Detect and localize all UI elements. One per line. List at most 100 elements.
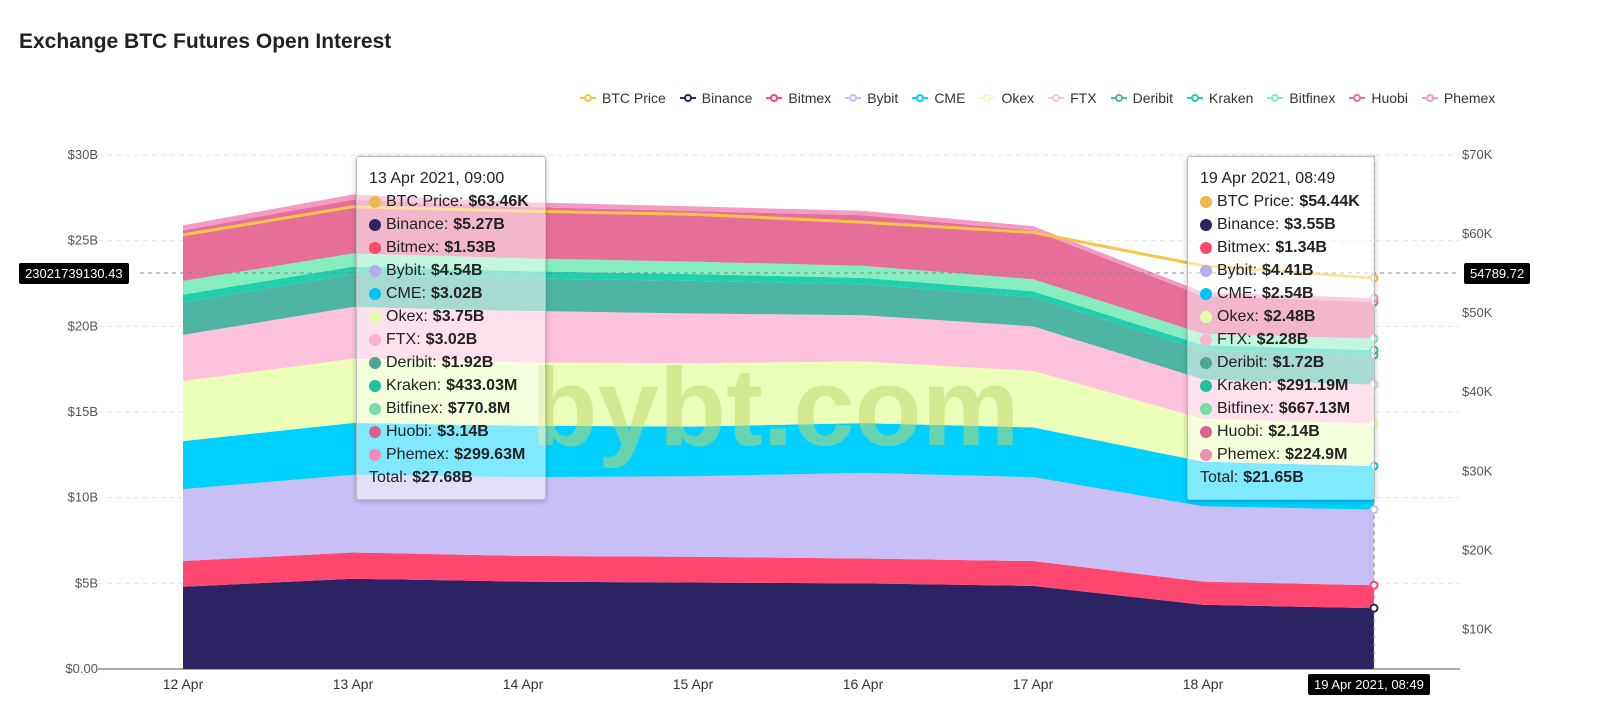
tooltip-row-value: $1.34B	[1275, 239, 1327, 256]
tooltip-row: CME: $2.54B	[1200, 282, 1362, 305]
tooltip-row-value: $3.55B	[1284, 216, 1336, 233]
chart-legend: BTC Price Binance Bitmex Bybit CME Okex FTX Der…	[580, 90, 1509, 106]
tooltip-row-label: Bybit:	[1217, 262, 1258, 279]
y-right-tick-label: $10K	[1462, 621, 1493, 636]
tooltip-row: Kraken: $433.03M	[369, 374, 533, 397]
crosshair-left-label: 23021739130.43	[19, 263, 129, 284]
tooltip-row: BTC Price: $54.44K	[1200, 190, 1362, 213]
tooltip-row: Huobi: $2.14B	[1200, 420, 1362, 443]
x-tick-label: 13 Apr	[333, 676, 374, 692]
tooltip-title: 19 Apr 2021, 08:49	[1200, 170, 1336, 187]
legend-label: Phemex	[1443, 90, 1496, 106]
y-left-tick-label: $30B	[68, 147, 98, 162]
y-left-tick-label: $0.00	[65, 661, 98, 676]
legend-label: Bybit	[867, 90, 899, 106]
tooltip-row: Bitmex: $1.53B	[369, 236, 533, 259]
tooltip-rows: BTC Price: $54.44K Binance: $3.55B Bitmex: $1…	[1200, 190, 1362, 466]
legend-label: Bitmex	[788, 90, 832, 106]
tooltip-title: 13 Apr 2021, 09:00	[369, 170, 505, 187]
tooltip-row-value: $770.8M	[447, 400, 511, 417]
y-left-tick-label: $5B	[75, 575, 98, 590]
x-tick-label: 15 Apr	[673, 676, 714, 692]
tooltip-row-label: Huobi:	[386, 423, 433, 440]
series-dot-icon	[1200, 287, 1212, 300]
x-tick-label: 18 Apr	[1183, 676, 1224, 692]
tooltip-total-label: Total:	[1200, 469, 1239, 486]
legend-item[interactable]: Binance	[679, 90, 752, 106]
legend-item[interactable]: Kraken	[1187, 90, 1253, 106]
x-tick-label: 17 Apr	[1013, 676, 1054, 692]
tooltip-row: Deribit: $1.92B	[369, 351, 533, 374]
tooltip-row-value: $4.54B	[431, 262, 483, 279]
tooltip-row: FTX: $3.02B	[369, 328, 533, 351]
tooltip-row-label: BTC Price:	[386, 193, 464, 210]
legend-item[interactable]: Okex	[979, 90, 1034, 106]
tooltip-row-value: $224.9M	[1285, 446, 1348, 463]
area-phemex	[183, 194, 1374, 303]
tooltip-row: Bybit: $4.41B	[1200, 259, 1362, 282]
legend-item[interactable]: CME	[912, 90, 965, 106]
legend-item[interactable]: Bybit	[845, 90, 898, 106]
tooltip-row-label: Okex:	[386, 308, 428, 325]
y-right-tick-label: $60K	[1462, 226, 1493, 241]
tooltip-row: Phemex: $299.63M	[369, 443, 533, 466]
series-dot-icon	[369, 310, 381, 323]
tooltip-row-label: Phemex:	[1217, 446, 1281, 463]
series-dot-icon	[1200, 402, 1212, 415]
tooltip-row: Kraken: $291.19M	[1200, 374, 1362, 397]
tooltip-row-label: Bitfinex:	[386, 400, 443, 417]
tooltip-row-label: Okex:	[1217, 308, 1259, 325]
legend-item[interactable]: Deribit	[1110, 90, 1173, 106]
tooltip-row-value: $1.92B	[441, 354, 494, 371]
legend-item[interactable]: BTC Price	[580, 90, 666, 106]
x-tick-label: 16 Apr	[843, 676, 884, 692]
tooltip-row-label: BTC Price:	[1217, 193, 1295, 210]
series-dot-icon	[1200, 218, 1212, 231]
legend-marker-icon	[845, 93, 862, 103]
y-right-tick-label: $30K	[1462, 463, 1493, 478]
tooltip-row-label: Deribit:	[386, 354, 437, 371]
tooltip-row-label: Phemex:	[386, 446, 450, 463]
y-right-tick-label: $20K	[1462, 542, 1493, 557]
series-dot-icon	[1200, 264, 1212, 277]
series-dot-icon	[369, 448, 381, 461]
legend-item[interactable]: Huobi	[1349, 90, 1408, 106]
y-right-tick-label: $50K	[1462, 305, 1493, 320]
tooltip-row-label: Binance:	[1217, 216, 1280, 233]
tooltip-row-label: FTX:	[386, 331, 421, 348]
hover-point	[1369, 603, 1379, 613]
chart-title: Exchange BTC Futures Open Interest	[19, 30, 392, 53]
tooltip-row-value: $63.46K	[468, 193, 529, 210]
tooltip-row-label: FTX:	[1217, 331, 1252, 348]
legend-marker-icon	[912, 93, 929, 103]
series-dot-icon	[369, 402, 381, 415]
y-right-tick-label: $40K	[1462, 384, 1493, 399]
tooltip-row: Okex: $2.48B	[1200, 305, 1362, 328]
series-dot-icon	[369, 241, 381, 254]
legend-marker-icon	[1267, 93, 1284, 103]
tooltip-row: Bybit: $4.54B	[369, 259, 533, 282]
legend-marker-icon	[1421, 93, 1438, 103]
legend-item[interactable]: Bitfinex	[1267, 90, 1335, 106]
tooltip-row: CME: $3.02B	[369, 282, 533, 305]
tooltip-row-label: Bitfinex:	[1217, 400, 1274, 417]
series-dot-icon	[369, 195, 381, 208]
legend-label: FTX	[1070, 90, 1097, 106]
series-dot-icon	[1200, 195, 1212, 208]
tooltip-row-label: Binance:	[386, 216, 449, 233]
tooltip-row-value: $3.02B	[431, 285, 483, 302]
legend-item[interactable]: FTX	[1048, 90, 1097, 106]
tooltip-row: BTC Price: $63.46K	[369, 190, 533, 213]
tooltip-row: Phemex: $224.9M	[1200, 443, 1362, 466]
crosshair-x-label: 19 Apr 2021, 08:49	[1308, 674, 1430, 695]
tooltip-row-value: $1.72B	[1272, 354, 1325, 371]
watermark-text: bybt.com	[531, 346, 1020, 469]
legend-item[interactable]: Phemex	[1421, 90, 1496, 106]
legend-item[interactable]: Bitmex	[766, 90, 831, 106]
crosshair-right-label: 54789.72	[1464, 263, 1531, 284]
legend-marker-icon	[679, 93, 696, 103]
tooltip-total: Total: $27.68B	[369, 466, 533, 489]
hover-point	[1369, 505, 1379, 515]
tooltip-row: Binance: $5.27B	[369, 213, 533, 236]
